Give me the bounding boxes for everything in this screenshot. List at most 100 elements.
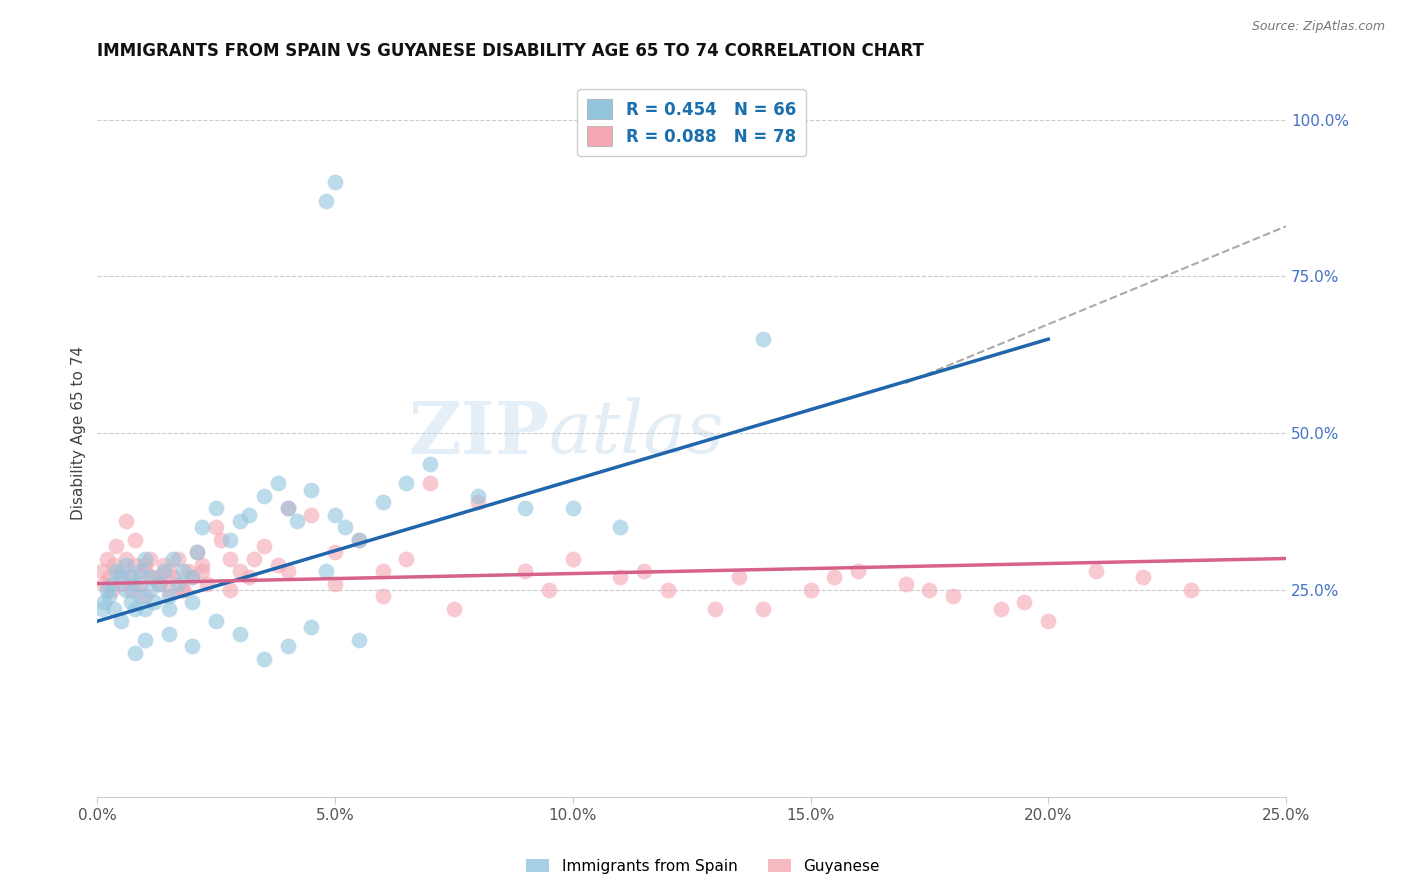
Point bbox=[799, 582, 821, 597]
Point bbox=[167, 551, 190, 566]
Point bbox=[93, 576, 115, 591]
Point bbox=[148, 576, 170, 591]
Point bbox=[277, 501, 299, 516]
Point bbox=[205, 614, 228, 628]
Point bbox=[657, 582, 679, 597]
Point bbox=[120, 582, 142, 597]
Point bbox=[103, 601, 125, 615]
Point bbox=[823, 570, 845, 584]
Point bbox=[143, 595, 166, 609]
Point bbox=[347, 632, 370, 647]
Point bbox=[110, 614, 132, 628]
Point bbox=[91, 564, 114, 578]
Point bbox=[990, 601, 1012, 615]
Point bbox=[229, 626, 252, 640]
Point bbox=[115, 558, 138, 572]
Point bbox=[153, 558, 176, 572]
Point bbox=[191, 558, 214, 572]
Text: Source: ZipAtlas.com: Source: ZipAtlas.com bbox=[1251, 20, 1385, 33]
Point bbox=[157, 601, 180, 615]
Point bbox=[752, 601, 775, 615]
Point bbox=[138, 551, 160, 566]
Point bbox=[229, 564, 252, 578]
Point bbox=[134, 632, 156, 647]
Point bbox=[148, 570, 170, 584]
Point bbox=[124, 646, 146, 660]
Point bbox=[253, 539, 276, 553]
Point bbox=[609, 570, 631, 584]
Point bbox=[419, 476, 441, 491]
Point bbox=[371, 495, 394, 509]
Point bbox=[134, 589, 156, 603]
Point bbox=[181, 640, 204, 654]
Point bbox=[105, 564, 128, 578]
Legend: R = 0.454   N = 66, R = 0.088   N = 78: R = 0.454 N = 66, R = 0.088 N = 78 bbox=[578, 89, 806, 156]
Point bbox=[176, 564, 198, 578]
Point bbox=[238, 508, 260, 522]
Point bbox=[105, 539, 128, 553]
Point bbox=[129, 564, 152, 578]
Point bbox=[347, 533, 370, 547]
Point bbox=[395, 476, 418, 491]
Point bbox=[333, 520, 356, 534]
Point bbox=[148, 576, 170, 591]
Point bbox=[96, 551, 118, 566]
Point bbox=[299, 508, 322, 522]
Point bbox=[371, 589, 394, 603]
Point bbox=[299, 483, 322, 497]
Point bbox=[181, 570, 204, 584]
Point bbox=[172, 582, 194, 597]
Point bbox=[124, 533, 146, 547]
Point bbox=[443, 601, 465, 615]
Point bbox=[191, 520, 214, 534]
Point bbox=[285, 514, 308, 528]
Point bbox=[115, 551, 138, 566]
Point bbox=[110, 576, 132, 591]
Point bbox=[219, 582, 242, 597]
Point bbox=[110, 564, 132, 578]
Point bbox=[419, 458, 441, 472]
Point bbox=[100, 576, 122, 591]
Point bbox=[299, 620, 322, 634]
Text: ZIP: ZIP bbox=[408, 398, 548, 468]
Text: atlas: atlas bbox=[548, 398, 724, 468]
Point bbox=[609, 520, 631, 534]
Point bbox=[1132, 570, 1154, 584]
Point bbox=[315, 564, 337, 578]
Point bbox=[323, 576, 346, 591]
Point bbox=[157, 582, 180, 597]
Point bbox=[124, 576, 146, 591]
Point bbox=[371, 564, 394, 578]
Point bbox=[181, 595, 204, 609]
Point bbox=[1014, 595, 1036, 609]
Point bbox=[267, 558, 290, 572]
Point bbox=[134, 564, 156, 578]
Point bbox=[209, 533, 232, 547]
Point bbox=[157, 626, 180, 640]
Point bbox=[129, 576, 152, 591]
Y-axis label: Disability Age 65 to 74: Disability Age 65 to 74 bbox=[72, 346, 86, 520]
Point bbox=[537, 582, 560, 597]
Point bbox=[347, 533, 370, 547]
Point bbox=[561, 551, 583, 566]
Point bbox=[134, 558, 156, 572]
Point bbox=[157, 564, 180, 578]
Point bbox=[124, 601, 146, 615]
Point bbox=[153, 564, 176, 578]
Point bbox=[134, 601, 156, 615]
Point bbox=[323, 508, 346, 522]
Point bbox=[98, 589, 121, 603]
Legend: Immigrants from Spain, Guyanese: Immigrants from Spain, Guyanese bbox=[520, 853, 886, 880]
Point bbox=[1084, 564, 1107, 578]
Point bbox=[219, 551, 242, 566]
Point bbox=[315, 194, 337, 209]
Point bbox=[219, 533, 242, 547]
Point bbox=[395, 551, 418, 566]
Point bbox=[277, 564, 299, 578]
Point bbox=[120, 570, 142, 584]
Point bbox=[515, 501, 537, 516]
Point bbox=[124, 558, 146, 572]
Point bbox=[253, 652, 276, 666]
Point bbox=[894, 576, 917, 591]
Point bbox=[238, 570, 260, 584]
